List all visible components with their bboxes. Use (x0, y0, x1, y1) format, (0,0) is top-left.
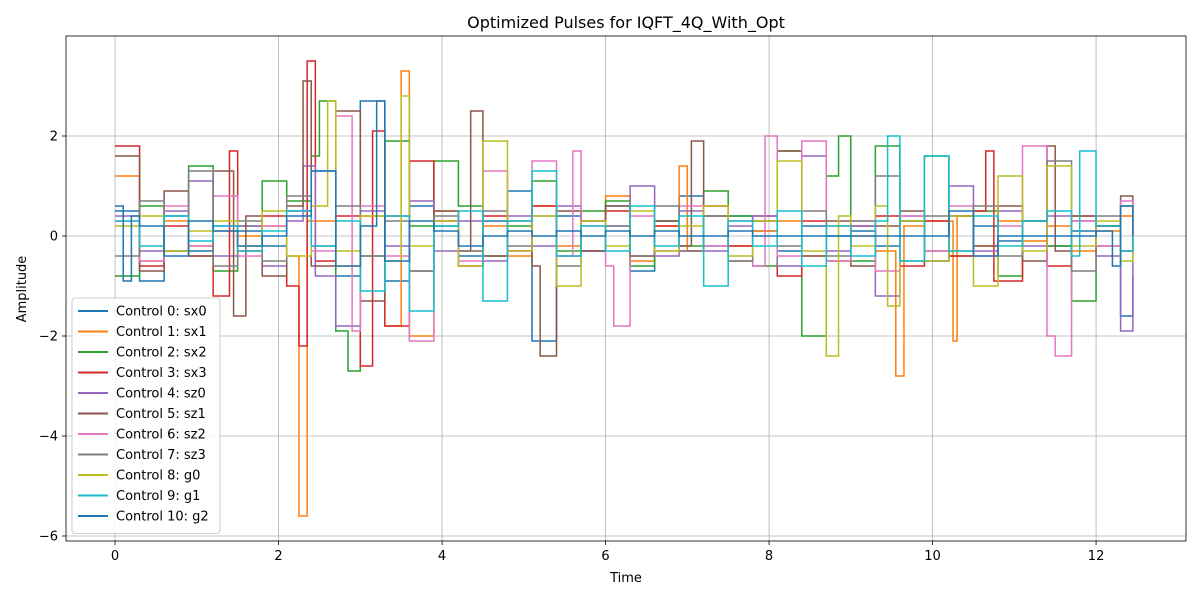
plot-frame (65, 35, 1187, 542)
x-tick-label: 2 (274, 549, 282, 564)
series-line-7 (115, 160, 1134, 272)
y-tick-label: 0 (50, 230, 58, 245)
legend-label: Control 10: g2 (116, 510, 209, 525)
series-line-9 (115, 135, 1134, 312)
legend-label: Control 7: sz3 (116, 448, 206, 463)
x-tick-label: 10 (924, 549, 941, 564)
legend-label: Control 5: sz1 (116, 407, 206, 422)
x-tick-label: 0 (111, 549, 119, 564)
y-tick-label: −4 (39, 430, 58, 445)
x-tick-label: 12 (1088, 549, 1105, 564)
y-tick-label: 2 (50, 130, 58, 145)
legend-label: Control 4: sz0 (116, 387, 206, 402)
x-tick-label: 4 (438, 549, 446, 564)
chart-title: Optimized Pulses for IQFT_4Q_With_Opt (467, 13, 785, 33)
series-group (115, 60, 1134, 517)
y-axis-title: Amplitude (15, 256, 30, 323)
legend-label: Control 6: sz2 (116, 428, 206, 443)
x-tick-label: 8 (765, 549, 773, 564)
y-tick-label: −6 (39, 530, 58, 545)
series-line-10 (115, 100, 1134, 282)
y-tick-label: −2 (39, 330, 58, 345)
legend-label: Control 8: g0 (116, 469, 200, 484)
legend-label: Control 2: sx2 (116, 346, 207, 361)
legend-label: Control 9: g1 (116, 489, 200, 504)
x-axis-title: Time (609, 571, 642, 586)
x-tick-label: 6 (601, 549, 609, 564)
legend-label: Control 3: sx3 (116, 366, 207, 381)
legend-box (71, 297, 221, 534)
legend-label: Control 0: sx0 (116, 305, 207, 320)
ticks: 0 2 4 6 8 10 12 −6 −4 −2 0 2 (39, 130, 1105, 565)
legend: Control 0: sx0 Control 1: sx1 Control 2: s… (71, 297, 221, 534)
legend-label: Control 1: sx1 (116, 325, 207, 340)
plot-area (66, 36, 1186, 541)
